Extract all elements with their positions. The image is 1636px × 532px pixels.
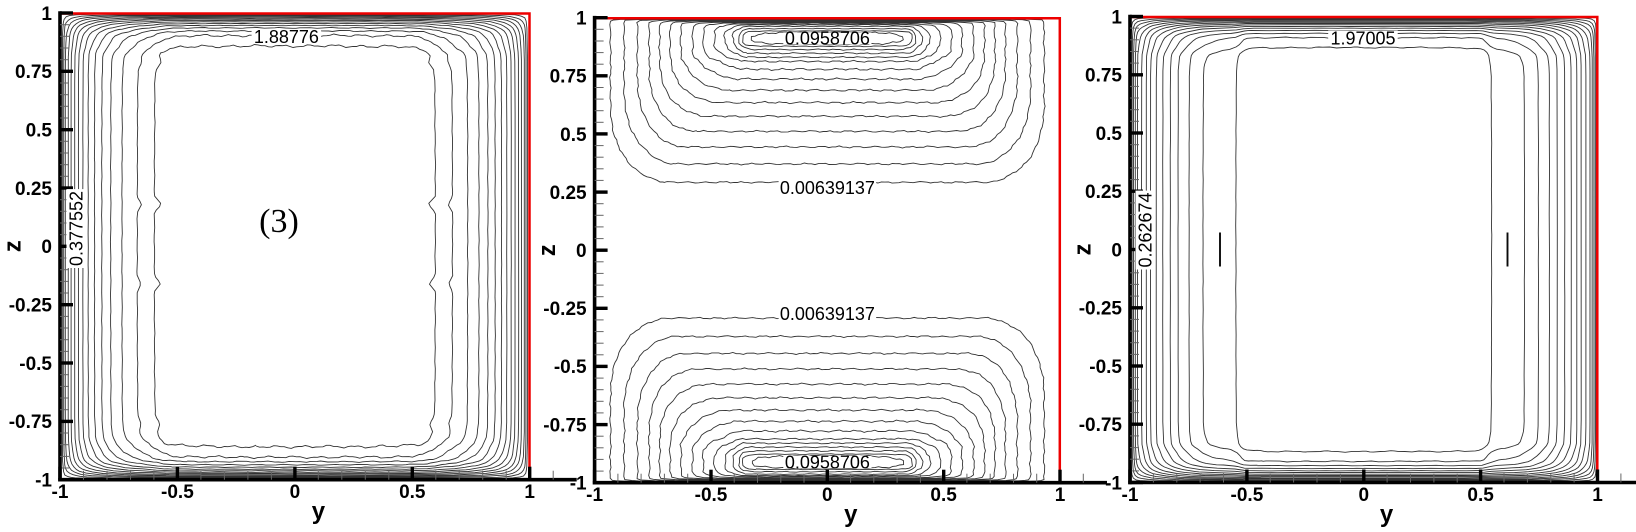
svg-text:-0.75: -0.75 [543,415,587,436]
svg-text:1.88776: 1.88776 [254,27,319,47]
svg-text:0.00639137: 0.00639137 [780,304,875,324]
svg-text:-1: -1 [570,474,587,495]
svg-text:0.5: 0.5 [1096,124,1123,145]
svg-text:-1: -1 [1122,485,1139,506]
svg-text:0.5: 0.5 [930,485,957,506]
svg-text:-0.25: -0.25 [9,296,53,317]
svg-text:1: 1 [1055,485,1066,506]
svg-text:0.5: 0.5 [560,125,587,146]
svg-text:-0.25: -0.25 [543,299,587,320]
svg-text:0.5: 0.5 [399,482,426,503]
svg-text:1: 1 [524,482,535,503]
svg-text:0: 0 [1111,240,1122,261]
svg-text:-1: -1 [586,485,603,506]
svg-text:y: y [1380,501,1394,528]
svg-text:(3): (3) [259,203,299,240]
svg-text:y: y [312,498,326,525]
svg-text:0.262674: 0.262674 [1136,192,1156,267]
svg-text:-0.5: -0.5 [695,485,728,506]
svg-text:0.25: 0.25 [15,179,52,200]
svg-text:0.5: 0.5 [1467,485,1494,506]
svg-text:-0.25: -0.25 [1079,299,1123,320]
svg-text:-0.5: -0.5 [19,354,52,375]
svg-text:z: z [534,244,561,256]
svg-text:0.377552: 0.377552 [67,191,87,266]
svg-text:0.25: 0.25 [550,183,587,204]
svg-text:1: 1 [1111,7,1122,28]
svg-text:-0.75: -0.75 [9,412,53,433]
svg-text:1: 1 [1592,485,1603,506]
svg-text:-0.5: -0.5 [554,357,587,378]
svg-text:-0.75: -0.75 [1079,415,1123,436]
svg-text:1: 1 [41,4,52,25]
svg-text:0.25: 0.25 [1085,182,1122,203]
svg-text:-0.5: -0.5 [1089,357,1122,378]
svg-text:0.75: 0.75 [1085,66,1122,87]
svg-text:0: 0 [41,237,52,258]
svg-text:z: z [0,240,27,252]
svg-text:-0.5: -0.5 [1231,485,1264,506]
svg-text:-1: -1 [1105,473,1122,494]
svg-text:0.75: 0.75 [15,62,52,83]
svg-text:1: 1 [576,9,587,30]
svg-text:1.97005: 1.97005 [1330,28,1395,48]
svg-text:0: 0 [576,241,587,262]
svg-text:-0.5: -0.5 [161,482,194,503]
svg-text:0.00639137: 0.00639137 [780,178,875,198]
svg-text:y: y [844,501,858,528]
svg-text:0.0958706: 0.0958706 [785,29,870,49]
svg-text:-1: -1 [35,471,52,492]
svg-text:-1: -1 [52,482,69,503]
svg-text:0: 0 [290,482,301,503]
svg-text:0: 0 [822,485,833,506]
svg-text:z: z [1070,244,1097,256]
svg-text:0.0958706: 0.0958706 [785,452,870,472]
svg-text:0.75: 0.75 [550,67,587,88]
svg-text:0: 0 [1359,485,1370,506]
svg-text:0.5: 0.5 [26,121,53,142]
